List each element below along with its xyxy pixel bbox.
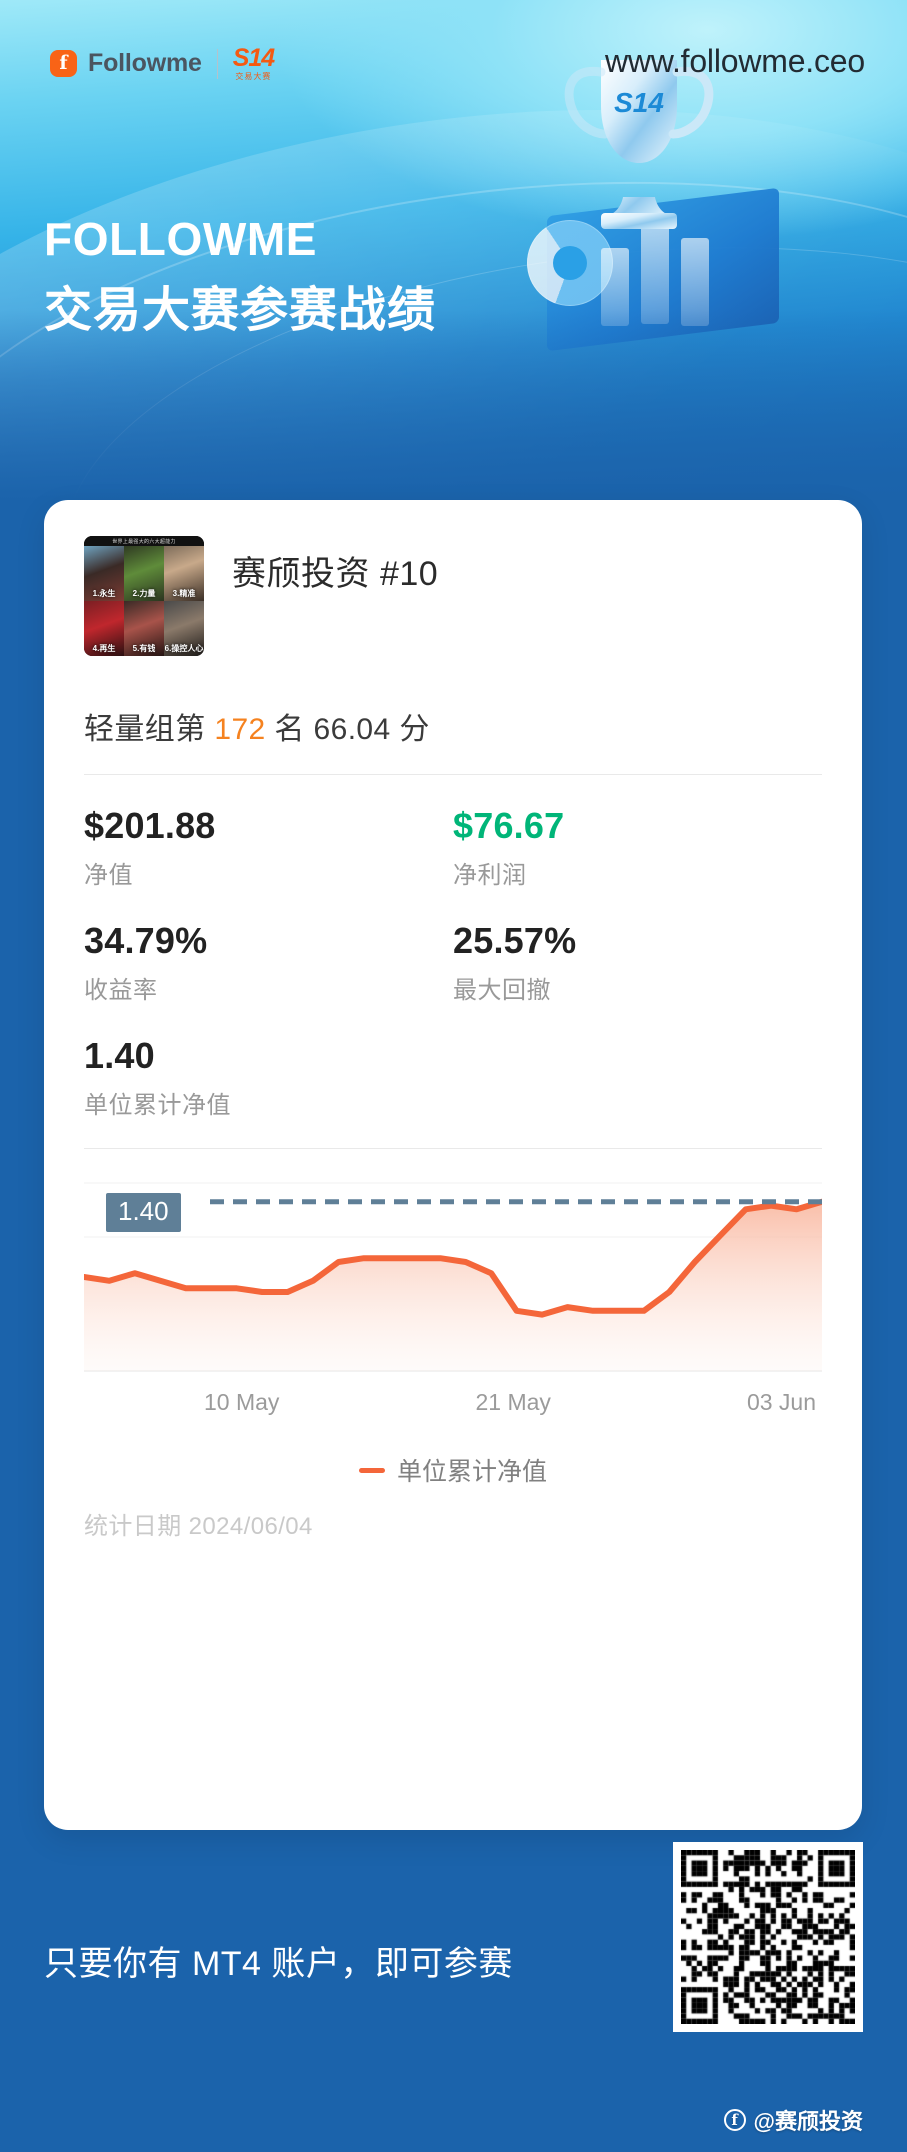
stat-label: 净值 (84, 862, 133, 889)
statistics-date: 统计日期 2024/06/04 (84, 1513, 313, 1540)
donut-chart-decoration (527, 220, 613, 306)
avatar-cell: 1.永生 (84, 546, 124, 601)
banner-bottom-fade (0, 310, 907, 500)
nav-chart: 1.40 (84, 1175, 822, 1375)
facebook-icon: f (723, 2109, 746, 2131)
stat-max-drawdown: 25.57% 最大回撤 (453, 920, 822, 1031)
legend-label: 单位累计净值 (396, 1458, 547, 1486)
avatar: 世界上最强大的六大超能力 1.永生 2.力量 3.精准 4.再生 5.有钱 6.… (84, 536, 204, 656)
followme-f-icon: f (50, 50, 77, 77)
season-badge-subtitle: 交易大赛 (235, 72, 272, 81)
avatar-cell-label: 5.有钱 (132, 644, 156, 653)
stat-value: $201.88 (84, 805, 216, 846)
stat-value: $76.67 (453, 805, 565, 846)
chart-legend: 单位累计净值 (84, 1452, 822, 1488)
x-tick: 03 Jun (746, 1389, 816, 1415)
legend-line-icon (358, 1467, 385, 1473)
stats-grid: $201.88 净值 $76.67 净利润 34.79% 收益率 25.57% … (84, 805, 822, 1120)
hero-titles: FOLLOWME 交易大赛参赛战绩 (44, 216, 684, 338)
site-url: www.followme.ceo (604, 43, 865, 79)
stat-value: 1.40 (84, 1035, 155, 1076)
avatar-cell-label: 6.操控人心 (164, 644, 204, 653)
stat-value: 34.79% (84, 920, 208, 961)
avatar-cell: 3.精准 (164, 546, 204, 601)
trophy-icon: S14 (564, 60, 714, 229)
season-badge-title: S14 (232, 44, 275, 72)
hero-title-en: FOLLOWME (44, 213, 318, 265)
rank-prefix: 轻量组第 (84, 713, 206, 746)
followme-logo: f Followme S14 交易大赛 (50, 44, 275, 81)
stat-value: 25.57% (453, 920, 577, 961)
rank-middle: 名 (274, 713, 305, 746)
stat-unit-nav: 1.40 单位累计净值 (84, 1035, 453, 1120)
avatar-cell-label: 1.永生 (92, 589, 116, 598)
stat-net-value: $201.88 净值 (84, 805, 453, 916)
nav-chart-svg (84, 1182, 822, 1372)
poster-footer: 只要你有 MT4 账户，即可参赛 f @赛颀投资 (0, 1830, 907, 2152)
nav-value-badge: 1.40 (106, 1193, 181, 1232)
trophy-illustration: S14 (489, 42, 789, 352)
avatar-cell-label: 3.精准 (172, 589, 196, 598)
qr-code[interactable] (673, 1842, 863, 2032)
footer-cta-text: 只要你有 MT4 账户，即可参赛 (44, 1945, 513, 1983)
stat-label: 单位累计净值 (84, 1092, 231, 1119)
avatar-caption: 世界上最强大的六大超能力 (84, 536, 204, 546)
poster-header: f Followme S14 交易大赛 www.followme.ceo (0, 40, 907, 96)
stats-grid-spacer (453, 1035, 822, 1120)
avatar-cell: 5.有钱 (124, 601, 164, 656)
hero-title-cn: 交易大赛参赛战绩 (44, 284, 437, 337)
watermark: f @赛颀投资 (723, 2104, 863, 2136)
stat-label: 收益率 (84, 977, 158, 1004)
x-tick: 10 May (204, 1389, 280, 1415)
stat-return-rate: 34.79% 收益率 (84, 920, 453, 1031)
top-banner: S14 (0, 0, 907, 500)
bar-decoration-2 (641, 224, 669, 324)
card-divider-chart (84, 1148, 822, 1149)
avatar-grid: 1.永生 2.力量 3.精准 4.再生 5.有钱 6.操控人心 (84, 546, 204, 656)
card-divider-top (84, 774, 822, 775)
x-tick: 21 May (475, 1389, 551, 1415)
rank-value: 172 (214, 713, 266, 746)
account-row: 世界上最强大的六大超能力 1.永生 2.力量 3.精准 4.再生 5.有钱 6.… (84, 536, 822, 656)
stat-label: 净利润 (453, 862, 527, 889)
rank-suffix: 分 (399, 713, 430, 746)
season-badge: S14 交易大赛 (232, 44, 275, 81)
avatar-cell-label: 4.再生 (92, 644, 116, 653)
chart-x-axis: 10 May 21 May 03 Jun (84, 1389, 822, 1416)
brand-name: Followme (88, 49, 202, 77)
svg-text:S14: S14 (614, 87, 664, 118)
avatar-cell: 4.再生 (84, 601, 124, 656)
avatar-cell-label: 2.力量 (132, 589, 156, 598)
qr-code-canvas (681, 1850, 855, 2024)
stat-label: 最大回撤 (453, 977, 551, 1004)
result-card: 世界上最强大的六大超能力 1.永生 2.力量 3.精准 4.再生 5.有钱 6.… (44, 500, 862, 1830)
rank-line: 轻量组第 172 名 66.04 分 (84, 704, 822, 748)
stat-net-profit: $76.67 净利润 (453, 805, 822, 916)
rank-score: 66.04 (313, 713, 391, 746)
avatar-cell: 2.力量 (124, 546, 164, 601)
avatar-cell: 6.操控人心 (164, 601, 204, 656)
watermark-text: @赛颀投资 (753, 2109, 863, 2134)
logo-divider (216, 48, 218, 79)
account-name: 赛颀投资 #10 (232, 555, 439, 593)
